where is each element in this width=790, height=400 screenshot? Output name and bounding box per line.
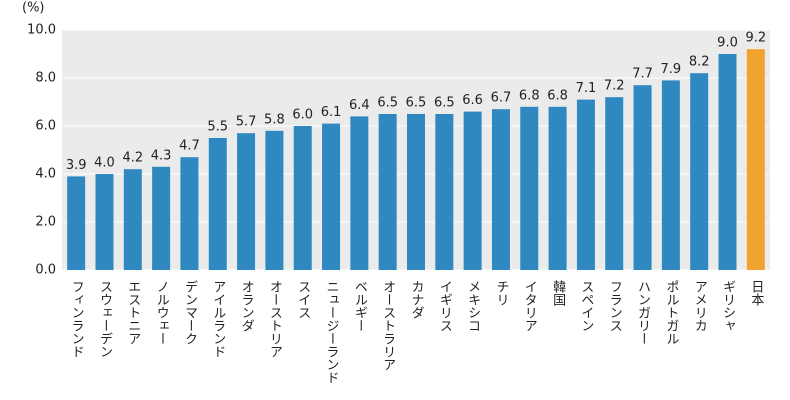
y-tick-label: 2.0 [35,215,56,230]
value-label: 5.8 [264,112,285,127]
bar [67,176,86,270]
bar [718,54,737,270]
value-label: 9.2 [745,31,766,46]
bar [322,123,341,270]
bar [605,97,624,270]
y-tick-label: 0.0 [35,263,56,278]
y-tick-label: 8.0 [35,71,56,86]
bar [265,130,284,270]
bar [435,114,454,270]
x-tick-label: 日本 [748,280,764,306]
x-tick-label: スペイン [578,280,594,332]
value-label: 5.7 [236,115,257,130]
y-axis-unit: (%) [22,1,45,16]
x-tick-label: ポルトガル [663,280,678,345]
value-label: 6.1 [321,105,342,120]
bar [378,114,397,270]
x-tick-label: オランダ [239,280,254,332]
value-label: 6.8 [519,88,540,103]
x-tick-label: メキシコ [465,280,480,332]
y-tick-label: 6.0 [35,119,56,134]
x-tick-label: オーストリア [267,280,282,358]
value-label: 6.4 [349,98,370,113]
x-tick-label: デンマーク [182,280,197,345]
bar [746,49,765,271]
x-tick-label: ニュージーランド [324,280,339,384]
bar [463,111,482,270]
value-label: 4.7 [179,139,200,154]
bar [520,106,539,270]
bar [690,73,709,270]
value-label: 7.7 [632,67,653,82]
x-tick-label: エストニア [125,280,140,345]
value-label: 6.8 [547,88,568,103]
bar [180,157,199,270]
x-tick-label: チリ [493,280,508,306]
x-tick-label: ノルウェー [154,280,169,345]
x-tick-label: アイルランド [210,280,225,358]
x-tick-label: ギリシャ [720,280,735,332]
bar [661,80,680,271]
value-label: 6.6 [462,93,483,108]
bar [407,114,425,270]
x-tick-label: 韓国 [550,280,566,306]
bar [548,106,567,270]
value-label: 6.5 [434,96,455,111]
x-tick-label: イタリア [522,280,537,332]
x-tick-label: フランス [607,280,622,332]
x-tick-label: ベルギー [352,280,368,332]
x-tick-label: スイス [295,280,310,319]
x-tick-label: イギリス [437,280,452,332]
value-label: 5.5 [207,120,228,135]
value-label: 4.2 [122,151,143,166]
y-tick-label: 4.0 [35,167,56,182]
bar [152,166,171,270]
value-label: 4.0 [94,156,115,171]
value-label: 7.9 [661,62,682,77]
x-tick-label: ハンガリー [635,280,650,345]
x-tick-label: アメリカ [692,280,707,332]
bar [576,99,595,270]
value-label: 9.0 [717,36,738,51]
x-tick-label: カナダ [409,280,424,319]
value-label: 3.9 [66,158,87,173]
bar [208,138,227,270]
value-label: 7.2 [604,79,625,94]
value-label: 8.2 [689,55,710,70]
bar [350,116,369,271]
x-tick-label: スウェーデン [97,280,112,358]
value-label: 7.1 [576,81,597,96]
bar [633,85,652,270]
value-label: 6.5 [377,96,398,111]
bar [293,126,312,270]
bar [237,133,256,270]
value-label: 6.5 [406,96,427,111]
bar [95,174,114,270]
x-tick-label: オーストラリア [380,280,395,371]
value-label: 4.3 [151,148,172,163]
y-tick-label: 10.0 [27,23,56,38]
x-tick-label: フィンランド [69,280,84,358]
value-label: 6.0 [292,108,313,123]
bar [123,169,142,270]
value-label: 6.7 [491,91,512,106]
bar [491,109,510,270]
